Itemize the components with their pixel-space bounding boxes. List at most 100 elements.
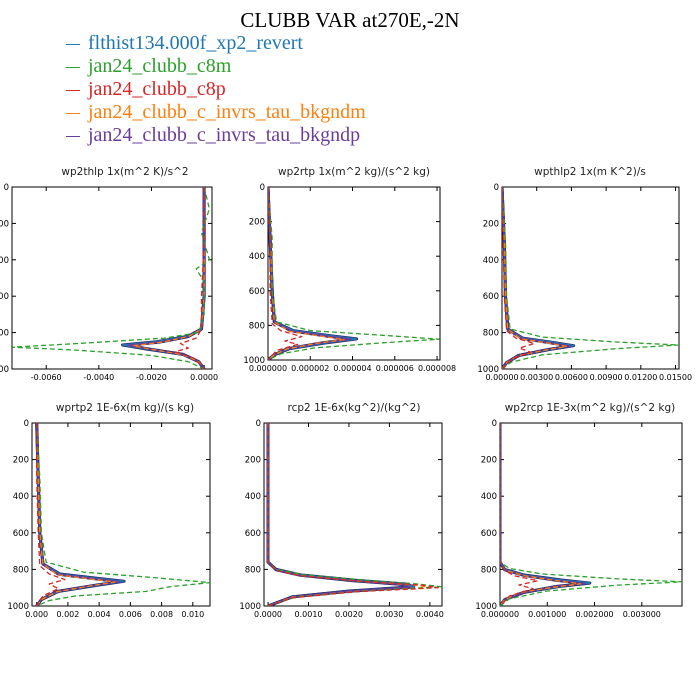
y-tick-label: 0	[4, 183, 9, 193]
x-tick-label: 0.0020	[335, 610, 363, 619]
legend-swatch	[66, 135, 80, 137]
y-tick-label: 400	[249, 252, 265, 262]
series-line-outline	[35, 423, 126, 606]
y-tick-label: 200	[249, 218, 265, 228]
y-tick-label: 200	[483, 219, 499, 229]
panel-title: wp2thlp 1x(m^2 K)/s^2	[61, 166, 188, 178]
y-tick-label: 800	[249, 321, 265, 331]
series-line	[500, 423, 539, 606]
y-tick-label: 0	[494, 183, 499, 193]
x-tick-label: -0.0060	[31, 373, 62, 382]
series-line	[500, 423, 682, 606]
legend-item: jan24_clubb_c8m	[66, 55, 366, 78]
y-tick-label: 1000	[243, 356, 265, 366]
y-tick-label: 400	[245, 492, 261, 502]
y-tick-label: 200	[13, 456, 29, 466]
panel: wprtp2 1E-6x(m kg)/(s kg) 0 200 400 600 800 10…	[7, 402, 211, 619]
x-tick-label: -0.0020	[136, 373, 167, 382]
y-tick-label: 0	[260, 183, 265, 193]
plot-frame	[267, 186, 441, 361]
x-tick-label: 0.0000	[190, 373, 218, 382]
plot-frame	[263, 422, 443, 607]
x-tick-label: 0.000000	[249, 364, 287, 373]
series-line	[36, 423, 210, 606]
y-tick-label: 800	[0, 329, 9, 339]
y-tick-label: 0	[24, 419, 29, 429]
y-tick-label: 400	[483, 256, 499, 266]
y-tick-label: 600	[13, 529, 29, 539]
plot-frame	[11, 186, 213, 370]
panel-title: rcp2 1E-6x(kg^2)/(kg^2)	[288, 402, 421, 414]
x-tick-label: -0.0040	[83, 373, 114, 382]
panel-title: wp2rtp 1x(m^2 kg)/(s^2 kg)	[278, 166, 430, 178]
series-line	[500, 423, 582, 606]
y-tick-label: 1000	[0, 365, 9, 375]
legend-item: jan24_clubb_c_invrs_tau_bkgndp	[66, 124, 366, 147]
legend-item: jan24_clubb_c8p	[66, 78, 366, 101]
x-tick-label: 0.003000	[623, 610, 661, 619]
legend-label: jan24_clubb_c_invrs_tau_bkgndp	[88, 124, 361, 146]
legend-label: jan24_clubb_c8p	[88, 78, 226, 100]
x-tick-label: 0.000008	[418, 364, 456, 373]
x-tick-label: 0.000004	[333, 364, 371, 373]
y-tick-label: 400	[481, 492, 497, 502]
figure-title: CLUBB VAR at270E,-2N	[240, 8, 460, 32]
plot-frame	[501, 186, 680, 370]
x-tick-label: 0.0000	[254, 610, 282, 619]
panel: wpthlp2 1x(m K^2)/s020040060080010000.00…	[477, 166, 692, 382]
y-tick-label: 800	[13, 565, 29, 575]
series-line	[132, 187, 205, 369]
y-tick-label: 600	[0, 292, 9, 302]
y-tick-label: 600	[249, 287, 265, 297]
legend-swatch	[66, 43, 80, 45]
panel-title: wprtp2 1E-6x(m kg)/(s kg)	[56, 402, 194, 414]
series-line	[174, 187, 205, 369]
series-line	[267, 423, 439, 606]
x-tick-label: 0.0030	[375, 610, 403, 619]
y-tick-label: 200	[481, 456, 497, 466]
y-tick-label: 1000	[475, 602, 497, 612]
legend-item: flthist134.000f_xp2_revert	[66, 32, 366, 55]
plot-frame	[31, 422, 211, 607]
x-tick-label: 0.00300	[520, 373, 553, 382]
y-tick-label: 400	[13, 492, 29, 502]
x-tick-label: 0.01200	[624, 373, 657, 382]
legend-label: jan24_clubb_c_invrs_tau_bkgndm	[88, 101, 366, 123]
y-tick-label: 1000	[477, 365, 499, 375]
series-line	[267, 423, 411, 606]
series-line	[268, 187, 303, 360]
x-tick-label: 0.000000	[481, 610, 519, 619]
x-tick-label: 0.0010	[295, 610, 323, 619]
x-tick-label: 0.01500	[659, 373, 692, 382]
panel-title: wp2rcp 1E-3x(m^2 kg)/(s^2 kg)	[505, 402, 676, 414]
x-tick-label: 0.00600	[555, 373, 588, 382]
x-tick-label: 0.010	[181, 610, 204, 619]
legend-swatch	[66, 66, 80, 68]
x-tick-label: 0.001000	[528, 610, 566, 619]
series-line-outline	[502, 187, 572, 369]
panel: wp2rcp 1E-3x(m^2 kg)/(s^2 kg) 0 200 400 600 8…	[475, 402, 683, 619]
x-tick-label: 0.000	[25, 610, 48, 619]
y-tick-label: 600	[245, 529, 261, 539]
panel: wp2thlp 1x(m^2 K)/s^2 0 200 400 600 800 1000 -0…	[0, 166, 218, 382]
y-tick-label: 600	[483, 292, 499, 302]
legend-item: jan24_clubb_c_invrs_tau_bkgndm	[66, 101, 366, 124]
series-line	[267, 423, 442, 606]
y-tick-label: 600	[481, 529, 497, 539]
y-tick-label: 200	[0, 219, 9, 229]
x-tick-label: 0.000006	[376, 364, 414, 373]
series-line	[502, 187, 679, 369]
legend-label: jan24_clubb_c8m	[88, 55, 232, 77]
x-tick-label: 0.00900	[590, 373, 623, 382]
y-tick-label: 0	[492, 419, 497, 429]
x-tick-label: 0.008	[150, 610, 173, 619]
x-tick-label: 0.002000	[575, 610, 613, 619]
y-tick-label: 0	[256, 419, 261, 429]
y-tick-label: 800	[245, 565, 261, 575]
legend-label: flthist134.000f_xp2_revert	[88, 32, 303, 54]
legend-swatch	[66, 112, 80, 114]
legend-swatch	[66, 89, 80, 91]
series-line	[12, 187, 211, 369]
x-tick-label: 0.002	[56, 610, 79, 619]
